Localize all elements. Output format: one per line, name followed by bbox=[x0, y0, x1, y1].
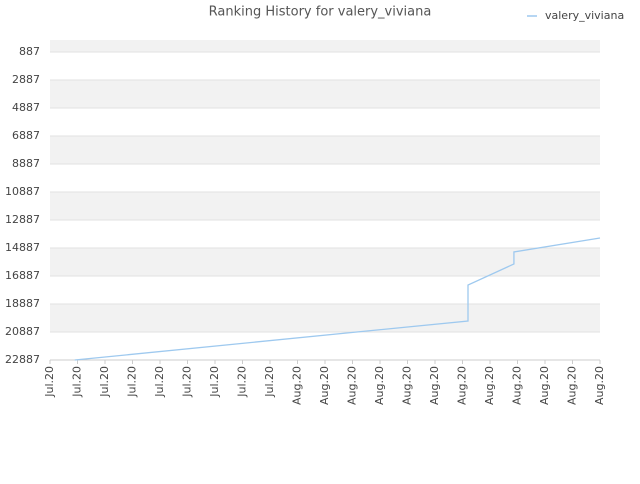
x-tick-label: Jul.20 bbox=[153, 366, 166, 398]
x-tick-label: Jul.20 bbox=[126, 366, 139, 398]
x-tick-label: Aug.20 bbox=[291, 366, 304, 405]
grid-band bbox=[50, 40, 600, 52]
y-tick-label: 2887 bbox=[12, 73, 40, 86]
y-tick-label: 16887 bbox=[5, 269, 40, 282]
x-tick-label: Aug.20 bbox=[318, 366, 331, 405]
chart-title: Ranking History for valery_viviana bbox=[209, 5, 432, 20]
x-tick-label: Jul.20 bbox=[208, 366, 221, 398]
grid-band bbox=[50, 247, 600, 276]
y-tick-label: 10887 bbox=[5, 185, 40, 198]
y-tick-label: 4887 bbox=[12, 101, 40, 114]
y-tick-label: 20887 bbox=[5, 325, 40, 338]
grid-band bbox=[50, 135, 600, 164]
x-tick-label: Jul.20 bbox=[181, 366, 194, 398]
legend-label: valery_viviana bbox=[545, 9, 624, 22]
y-tick-label: 12887 bbox=[5, 213, 40, 226]
data-line bbox=[74, 237, 601, 361]
x-tick-label: Aug.20 bbox=[373, 366, 386, 405]
x-tick-label: Jul.20 bbox=[263, 366, 276, 398]
x-tick-label: Aug.20 bbox=[483, 366, 496, 405]
grid-band bbox=[50, 79, 600, 108]
x-tick-label: Jul.20 bbox=[98, 366, 111, 398]
x-tick-label: Aug.20 bbox=[428, 366, 441, 405]
x-tick-label: Jul.20 bbox=[71, 366, 84, 398]
x-tick-label: Aug.20 bbox=[401, 366, 414, 405]
y-tick-label: 18887 bbox=[5, 297, 40, 310]
y-tick-label: 6887 bbox=[12, 129, 40, 142]
x-tick-label: Aug.20 bbox=[511, 366, 524, 405]
x-tick-label: Jul.20 bbox=[236, 366, 249, 398]
y-tick-label: 8887 bbox=[12, 157, 40, 170]
y-tick-label: 14887 bbox=[5, 241, 40, 254]
x-tick-label: Aug.20 bbox=[538, 366, 551, 405]
x-tick-label: Aug.20 bbox=[566, 366, 579, 405]
x-tick-label: Jul.20 bbox=[43, 366, 56, 398]
y-tick-label: 887 bbox=[19, 45, 40, 58]
y-tick-label: 22887 bbox=[5, 353, 40, 366]
x-tick-label: Aug.20 bbox=[456, 366, 469, 405]
grid-band bbox=[50, 303, 600, 332]
grid-band bbox=[50, 191, 600, 220]
x-tick-label: Aug.20 bbox=[593, 366, 606, 405]
x-tick-label: Aug.20 bbox=[346, 366, 359, 405]
